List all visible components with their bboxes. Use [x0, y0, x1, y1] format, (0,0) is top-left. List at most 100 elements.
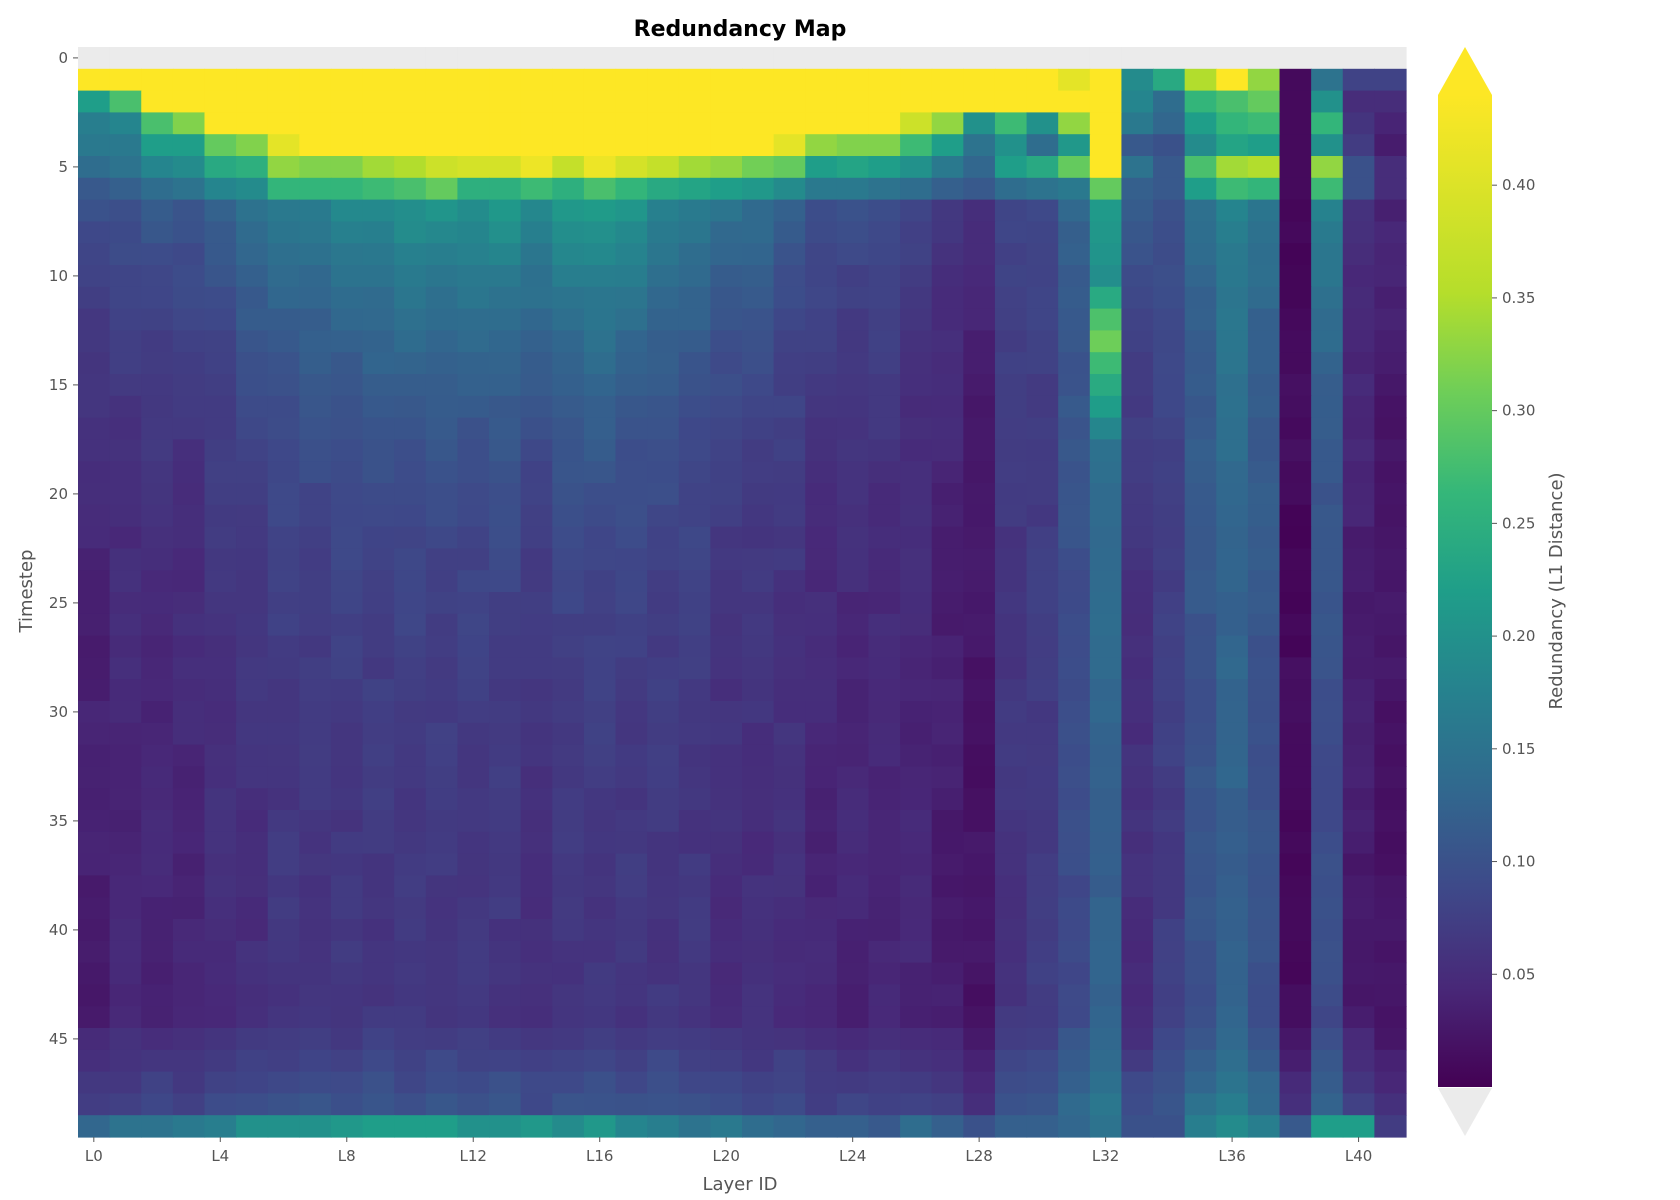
heatmap-cell [457, 526, 490, 549]
heatmap-cell [583, 1093, 617, 1116]
heatmap-cell [172, 940, 206, 964]
heatmap-cell [362, 221, 395, 244]
heatmap-cell [1247, 90, 1281, 113]
heatmap-cell [1374, 526, 1407, 549]
heatmap-cell [1058, 417, 1091, 440]
heatmap-cell [204, 592, 237, 615]
heatmap-cell [520, 134, 553, 157]
heatmap-cell [1089, 526, 1123, 549]
heatmap-cell [615, 744, 648, 767]
heatmap-cell [742, 504, 775, 528]
heatmap-cell [773, 940, 806, 964]
heatmap-cell [1089, 810, 1123, 833]
heatmap-cell [742, 112, 775, 135]
heatmap-cell [109, 635, 142, 658]
heatmap-cell [805, 330, 838, 353]
heatmap-cell [615, 722, 648, 746]
heatmap-cell [552, 679, 585, 702]
heatmap-cell [394, 439, 427, 462]
heatmap-cell [931, 984, 964, 1007]
heatmap-cell [805, 635, 838, 658]
heatmap-cell [1153, 1049, 1186, 1073]
heatmap-cell [141, 1049, 174, 1073]
heatmap-cell [1247, 156, 1281, 179]
heatmap-cell [1279, 47, 1312, 70]
heatmap-cell [1216, 47, 1249, 70]
heatmap-cell [868, 330, 901, 353]
heatmap-cell [204, 417, 237, 440]
heatmap-cell [141, 1028, 174, 1051]
heatmap-cell [615, 47, 648, 70]
heatmap-cell [78, 1115, 111, 1138]
heatmap-cell [267, 1071, 300, 1094]
heatmap-cell [362, 504, 395, 528]
heatmap-cell [1342, 221, 1375, 244]
heatmap-cell [1342, 112, 1375, 135]
heatmap-cell [1342, 1049, 1375, 1073]
heatmap-cell [457, 286, 490, 310]
heatmap-cell [678, 875, 711, 898]
heatmap-cell [489, 417, 522, 440]
heatmap-cell [78, 853, 111, 876]
heatmap-cell [109, 744, 142, 767]
heatmap-cell [362, 90, 395, 113]
heatmap-cell [1089, 483, 1123, 506]
heatmap-cell [868, 613, 901, 637]
heatmap-cell [457, 1115, 490, 1138]
heatmap-cell [299, 265, 332, 288]
heatmap-cell [457, 962, 490, 985]
heatmap-cell [836, 243, 870, 266]
heatmap-cell [931, 592, 964, 615]
heatmap-cell [1311, 90, 1344, 113]
heatmap-cell [267, 134, 300, 157]
heatmap-cell [963, 875, 996, 898]
heatmap-cell [172, 221, 206, 244]
heatmap-cell [583, 1115, 617, 1138]
heatmap-cell [1121, 47, 1154, 70]
heatmap-cell [236, 90, 269, 113]
heatmap-cell [963, 1028, 996, 1051]
heatmap-cell [489, 221, 522, 244]
heatmap-cell [678, 461, 711, 484]
heatmap-cell [425, 744, 459, 767]
heatmap-cell [1342, 831, 1375, 855]
heatmap-cell [868, 853, 901, 876]
heatmap-cell [425, 1028, 459, 1051]
heatmap-cell [362, 134, 395, 157]
heatmap-cell [552, 722, 585, 746]
heatmap-cell [330, 1093, 364, 1116]
heatmap-cell [236, 962, 269, 985]
heatmap-cell [489, 308, 522, 331]
heatmap-cell [489, 374, 522, 397]
heatmap-cell [425, 352, 459, 375]
heatmap-cell [931, 1028, 964, 1051]
heatmap-cell [172, 177, 206, 201]
heatmap-cell [900, 417, 933, 440]
heatmap-cell [647, 592, 680, 615]
heatmap-cell [552, 330, 585, 353]
heatmap-cell [204, 570, 237, 593]
heatmap-cell [1342, 940, 1375, 964]
heatmap-cell [615, 919, 648, 942]
heatmap-cell [710, 635, 743, 658]
heatmap-cell [678, 330, 711, 353]
heatmap-cell [1311, 526, 1344, 549]
heatmap-cell [141, 374, 174, 397]
x-tick-label: L20 [712, 1147, 739, 1165]
heatmap-cell [362, 483, 395, 506]
heatmap-cell [1089, 90, 1123, 113]
heatmap-cell [109, 919, 142, 942]
heatmap-cell [1247, 330, 1281, 353]
heatmap-cell [425, 68, 459, 92]
heatmap-cell [1247, 1049, 1281, 1073]
heatmap-cell [109, 286, 142, 310]
heatmap-cell [1311, 417, 1344, 440]
heatmap-cell [109, 592, 142, 615]
heatmap-cell [836, 1049, 870, 1073]
heatmap-cell [1311, 221, 1344, 244]
heatmap-cell [678, 526, 711, 549]
heatmap-cell [236, 112, 269, 135]
heatmap-cell [1026, 177, 1059, 201]
colorbar-tick-label: 0.35 [1502, 289, 1535, 307]
heatmap-cell [425, 483, 459, 506]
